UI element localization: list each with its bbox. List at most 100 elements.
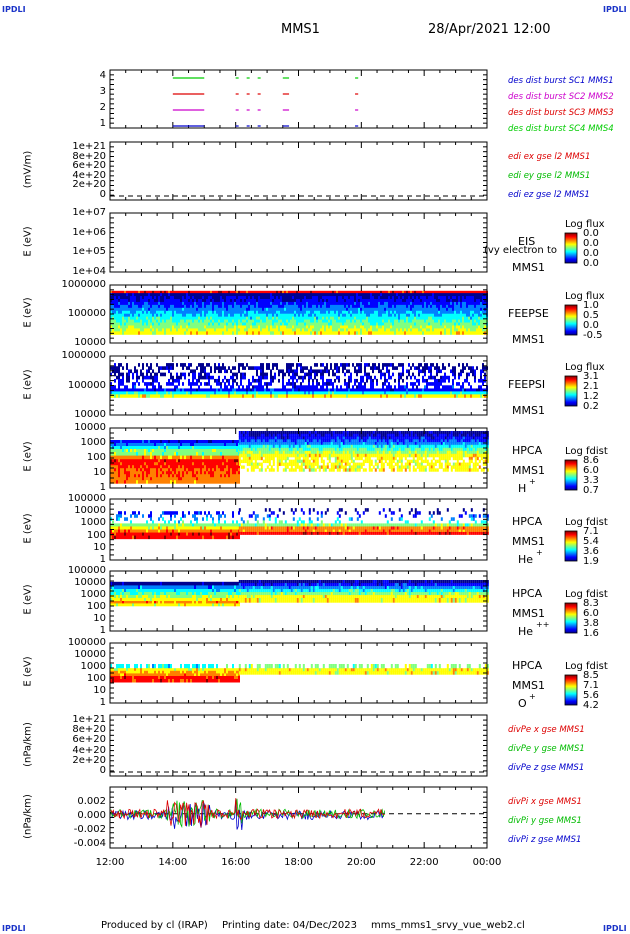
spectrogram-cell [204, 459, 206, 463]
spectrogram-cell [174, 468, 176, 472]
spectrogram-cell [338, 375, 340, 380]
spectrogram-cell [266, 331, 268, 335]
spectrogram-cell [126, 462, 128, 466]
spectrogram-cell [202, 322, 204, 326]
spectrogram-cell [148, 440, 150, 444]
spectrogram-cell [210, 316, 212, 321]
spectrogram-cell [142, 455, 144, 460]
spectrogram-cell [218, 480, 220, 484]
spectrogram-cell [232, 325, 234, 329]
spectrogram-cell [168, 322, 170, 326]
spectrogram-cell [160, 304, 162, 309]
spectrogram-cell [114, 391, 116, 395]
spectrogram-cell [462, 331, 464, 335]
spectrogram-cell [300, 369, 302, 374]
spectrogram-cell [278, 372, 280, 377]
spectrogram-cell [330, 388, 332, 392]
spectrogram-cell [190, 385, 192, 389]
spectrogram-cell [470, 307, 472, 312]
spectrogram-cell [466, 301, 468, 306]
spectrogram-cell [180, 449, 182, 453]
spectrogram-cell [390, 316, 392, 321]
spectrogram-cell [116, 328, 118, 332]
spectrogram-cell [202, 477, 204, 481]
spectrogram-cell [346, 290, 348, 294]
spectrogram-cell [356, 391, 358, 395]
spectrogram-cell [136, 394, 138, 398]
spectrogram-cell [424, 394, 426, 398]
spectrogram-cell [204, 310, 206, 315]
spectrogram-cell [126, 313, 128, 318]
spectrogram-cell [204, 299, 206, 303]
spectrogram-cell [374, 319, 376, 324]
spectrogram-cell [314, 313, 316, 318]
spectrogram-cell [196, 296, 198, 300]
spectrogram-cell [348, 391, 350, 395]
spectrogram-cell [184, 462, 186, 466]
spectrogram-cell [144, 394, 146, 398]
spectrogram-cell [132, 319, 134, 324]
spectrogram-cell [462, 290, 464, 294]
spectrogram-cell [214, 462, 216, 466]
spectrogram-cell [174, 465, 176, 469]
spectrogram-cell [352, 307, 354, 312]
spectrogram-cell [400, 293, 402, 297]
spectrogram-cell [308, 385, 310, 389]
spectrogram-cell [472, 325, 474, 329]
spectrogram-cell [302, 385, 304, 389]
spectrogram-cell [222, 462, 224, 466]
spectrogram-cell [156, 301, 158, 306]
spectrogram-cell [186, 316, 188, 321]
spectrogram-cell [260, 328, 262, 332]
spectrogram-cell [334, 388, 336, 392]
spectrogram-cell [206, 440, 208, 444]
spectrogram-cell [220, 293, 222, 297]
spectrogram-cell [464, 313, 466, 318]
spectrogram-cell [246, 319, 248, 324]
spectrogram-cell [240, 328, 242, 332]
spectrogram-cell [330, 328, 332, 332]
spectrogram-cell [316, 378, 318, 383]
spectrogram-cell [192, 480, 194, 484]
spectrogram-cell [464, 296, 466, 300]
spectrogram-cell [366, 372, 368, 377]
spectrogram-cell [224, 319, 226, 324]
spectrogram-cell [132, 455, 134, 460]
spectrogram-cell [298, 331, 300, 335]
spectrogram-cell [186, 313, 188, 318]
spectrogram-cell [164, 322, 166, 326]
spectrogram-cell [334, 293, 336, 297]
spectrogram-cell [214, 449, 216, 453]
spectrogram-cell [150, 307, 152, 312]
spectrogram-cell [126, 468, 128, 472]
spectrogram-cell [348, 369, 350, 374]
spectrogram-cell [256, 299, 258, 303]
spectrogram-cell [450, 304, 452, 309]
spectrogram-cell [168, 363, 170, 367]
spectrogram-cell [216, 328, 218, 332]
spectrogram-cell [318, 290, 320, 294]
spectrogram-cell [188, 328, 190, 332]
spectrogram-cell [168, 443, 170, 447]
spectrogram-cell [400, 394, 402, 398]
spectrogram-cell [384, 331, 386, 335]
spectrogram-cell [392, 325, 394, 329]
spectrogram-cell [270, 382, 272, 386]
spectrogram-cell [244, 290, 246, 294]
spectrogram-cell [422, 299, 424, 303]
spectrogram-cell [424, 385, 426, 389]
spectrogram-cell [116, 293, 118, 297]
spectrogram-cell [150, 372, 152, 377]
spectrogram-cell [216, 290, 218, 294]
spectrogram-cell [138, 363, 140, 367]
spectrogram-cell [418, 378, 420, 383]
spectrogram-cell [308, 310, 310, 315]
spectrogram-cell [316, 372, 318, 377]
spectrogram-cell [118, 382, 120, 386]
spectrogram-cell [156, 474, 158, 478]
spectrogram-cell [362, 293, 364, 297]
spectrogram-cell [236, 319, 238, 324]
spectrogram-cell [378, 310, 380, 315]
spectrogram-cell [428, 296, 430, 300]
spectrogram-cell [148, 310, 150, 315]
